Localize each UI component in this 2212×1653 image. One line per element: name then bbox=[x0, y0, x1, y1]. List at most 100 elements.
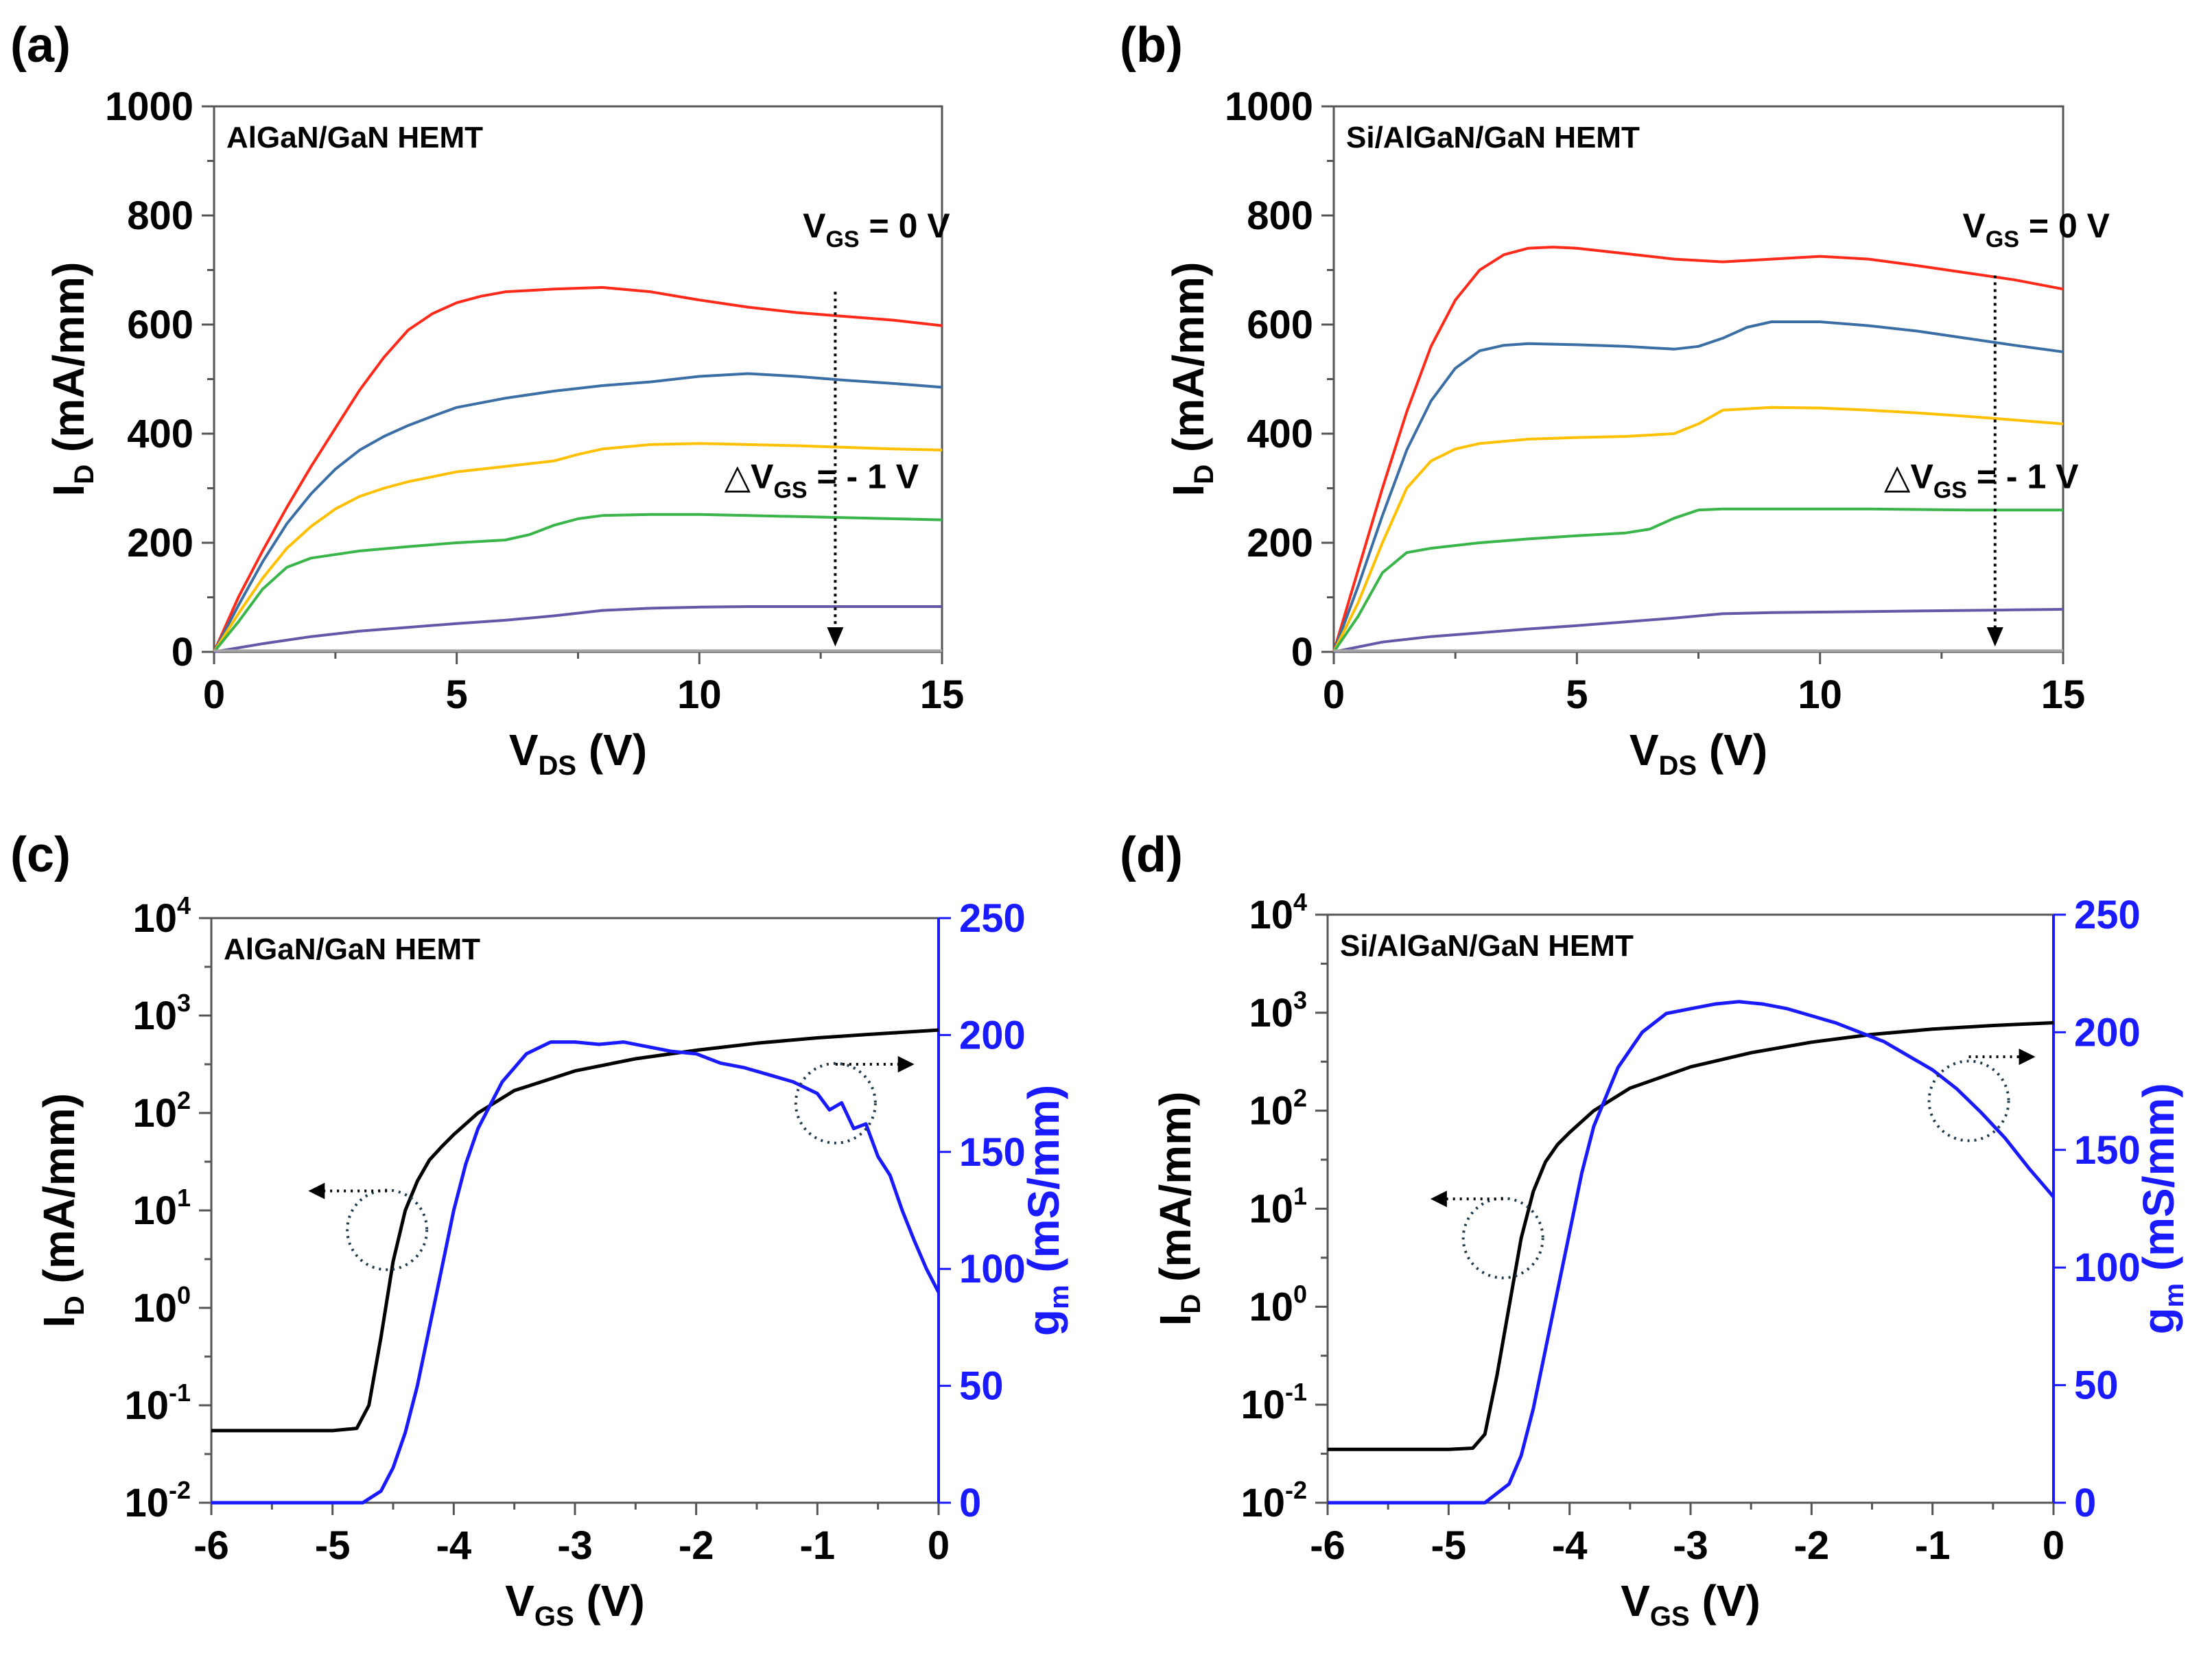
y2-tick-label: 250 bbox=[959, 896, 1026, 941]
vgs0-label-main: V bbox=[803, 207, 826, 245]
panel-label-a: (a) bbox=[10, 18, 71, 73]
x-tick-label: -1 bbox=[800, 1523, 836, 1568]
x-axis-title-sub: DS bbox=[539, 751, 577, 781]
x-axis-title-sub: DS bbox=[1659, 751, 1697, 781]
y2-axis-title-main: g bbox=[2134, 1308, 2183, 1335]
y-tick-base: 10 bbox=[132, 896, 177, 941]
y2-tick-label: 50 bbox=[959, 1364, 1004, 1409]
x-tick-label: -6 bbox=[193, 1523, 229, 1568]
x-axis-title-main: V bbox=[509, 725, 539, 775]
plot-frame bbox=[1332, 105, 2064, 653]
y2-tick-label: 250 bbox=[2074, 893, 2141, 937]
y-axis-title-rest: (mA/mm) bbox=[34, 1093, 84, 1296]
y2-axis-title: gm (mS/mm) bbox=[2134, 1083, 2189, 1334]
y-axis-title-sub: D bbox=[60, 1296, 90, 1315]
vgs-arrow-head bbox=[1986, 627, 2003, 647]
y-tick-label: 102 bbox=[132, 1086, 191, 1136]
y2-axis-title: gm (mS/mm) bbox=[1019, 1085, 1074, 1336]
panel-label-c: (c) bbox=[10, 828, 71, 882]
series-line-0 bbox=[213, 285, 943, 653]
y-tick-exp: 0 bbox=[177, 1281, 191, 1309]
y-axis-title-main: I bbox=[34, 1315, 84, 1328]
series-line-0 bbox=[1328, 1021, 2054, 1451]
y-tick-base: 10 bbox=[1249, 893, 1293, 937]
plot-frame bbox=[210, 917, 940, 1504]
y-tick-label: 800 bbox=[127, 194, 193, 238]
y-axis-title-sub: D bbox=[69, 465, 99, 484]
left-dotted-circle bbox=[1461, 1197, 1544, 1280]
right-dotted-circle bbox=[1927, 1059, 2010, 1142]
x-tick-label: 0 bbox=[928, 1523, 950, 1568]
y-tick-label: 10-1 bbox=[124, 1379, 191, 1428]
y2-tick-label: 0 bbox=[2074, 1481, 2096, 1525]
plot-frame bbox=[1326, 913, 2055, 1504]
panel-d: (d)-6 -5 -4 -3 -2 -1 010-210-11001011021031040… bbox=[1120, 828, 2189, 1632]
y-tick-label: 103 bbox=[1249, 986, 1307, 1035]
vgs0-label: VGS = 0 V bbox=[1963, 207, 2110, 253]
vgs0-label-rest: = 0 V bbox=[860, 207, 951, 245]
y-tick-base: 10 bbox=[1249, 1285, 1293, 1329]
y-tick-label: 10-2 bbox=[1240, 1476, 1307, 1525]
y-tick-label: 600 bbox=[127, 303, 193, 347]
vgs0-label-rest: = 0 V bbox=[2019, 207, 2110, 245]
y-axis-title-rest: (mA/mm) bbox=[44, 262, 93, 465]
y-tick-label: 1000 bbox=[1225, 84, 1313, 129]
x-tick-label: -4 bbox=[436, 1523, 472, 1568]
series-line-1 bbox=[1332, 320, 2064, 653]
left-arrow-head bbox=[1430, 1191, 1447, 1208]
x-tick-label: 0 bbox=[2043, 1523, 2064, 1568]
inset-label: AlGaN/GaN HEMT bbox=[224, 933, 480, 966]
x-axis-title: VDS (V) bbox=[1629, 725, 1767, 781]
y2-tick-label: 200 bbox=[2074, 1010, 2141, 1055]
series-line-4 bbox=[213, 605, 942, 653]
y-tick-exp: 3 bbox=[177, 989, 191, 1017]
y-tick-exp: -1 bbox=[1285, 1378, 1307, 1406]
y2-tick-label: 50 bbox=[2074, 1363, 2119, 1408]
y-tick-label: 800 bbox=[1247, 194, 1313, 238]
x-axis-title-main: V bbox=[1629, 725, 1659, 775]
y-tick-label: 10-2 bbox=[124, 1476, 191, 1525]
delta-vgs-label: △VGS = - 1 V bbox=[1884, 458, 2079, 504]
y-tick-base: 10 bbox=[132, 1091, 177, 1136]
y-tick-exp: 3 bbox=[1293, 986, 1307, 1014]
y-tick-base: 10 bbox=[124, 1383, 169, 1428]
x-axis-title-rest: (V) bbox=[1697, 725, 1767, 775]
x-tick-label: -1 bbox=[1915, 1523, 1951, 1568]
y2-axis-title-rest: (mS/mm) bbox=[2134, 1083, 2183, 1283]
x-tick-label: -5 bbox=[1431, 1523, 1467, 1568]
y-tick-label: 100 bbox=[132, 1281, 191, 1330]
x-tick-label: 0 bbox=[1323, 672, 1345, 717]
y2-tick-label: 100 bbox=[2074, 1245, 2141, 1290]
left-arrow-head bbox=[308, 1182, 325, 1199]
series-line-3 bbox=[1332, 507, 2063, 653]
left-dotted-circle bbox=[346, 1188, 429, 1271]
vgs0-label-sub: GS bbox=[825, 226, 859, 253]
y-tick-label: 100 bbox=[1249, 1280, 1307, 1329]
y-axis-title-sub: D bbox=[1189, 465, 1219, 484]
x-axis-title-main: V bbox=[505, 1576, 534, 1626]
x-tick-label: 5 bbox=[1566, 672, 1588, 717]
y-axis-title-rest: (mA/mm) bbox=[1151, 1092, 1200, 1294]
x-tick-label: -4 bbox=[1552, 1523, 1588, 1568]
y-tick-label: 400 bbox=[127, 412, 193, 456]
y-axis-title-main: I bbox=[44, 484, 93, 497]
y-axis-title-rest: (mA/mm) bbox=[1164, 262, 1213, 465]
series-line-1 bbox=[211, 1040, 941, 1505]
y-tick-exp: 4 bbox=[1293, 888, 1307, 916]
y-tick-base: 10 bbox=[132, 1286, 177, 1330]
y-tick-label: 200 bbox=[1247, 521, 1313, 565]
x-tick-label: 10 bbox=[1798, 672, 1842, 717]
series-line-0 bbox=[211, 1028, 939, 1433]
x-tick-label: 0 bbox=[203, 672, 225, 717]
y-tick-exp: 1 bbox=[177, 1184, 191, 1212]
y-tick-exp: 1 bbox=[1293, 1182, 1307, 1210]
inset-label: AlGaN/GaN HEMT bbox=[226, 121, 483, 154]
y2-tick-label: 200 bbox=[959, 1013, 1026, 1057]
x-axis-title: VDS (V) bbox=[509, 725, 647, 781]
y2-tick-label: 150 bbox=[959, 1130, 1026, 1175]
y-axis-title: ID (mA/mm) bbox=[34, 1093, 90, 1328]
delta-vgs-label-main: △V bbox=[1884, 458, 1933, 496]
x-tick-label: -2 bbox=[679, 1523, 714, 1568]
